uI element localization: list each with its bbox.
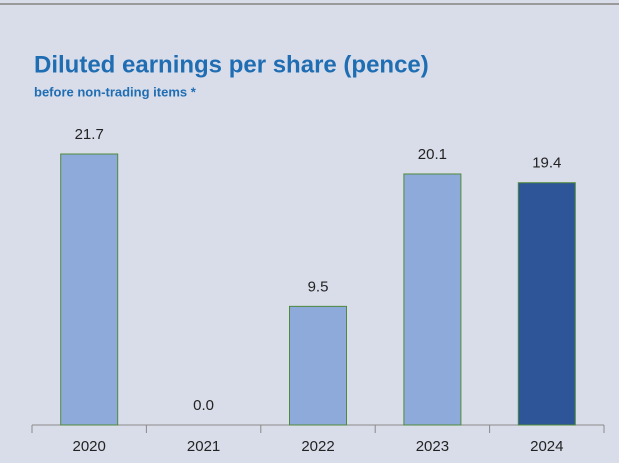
bar: [403, 173, 462, 426]
data-label: 21.7: [75, 126, 104, 143]
x-tick-label: 2024: [530, 438, 563, 455]
bar: [289, 305, 347, 426]
data-label: 0.0: [193, 397, 214, 414]
data-label: 20.1: [418, 146, 447, 163]
chart-subtitle: before non-trading items *: [34, 84, 197, 99]
data-label: 19.4: [532, 155, 561, 172]
bar: [60, 153, 119, 426]
bar: [517, 182, 576, 426]
x-tick-label: 2022: [301, 438, 334, 455]
x-tick-label: 2020: [73, 438, 106, 455]
chart-title: Diluted earnings per share (pence): [34, 51, 429, 78]
data-label: 9.5: [308, 278, 329, 295]
x-tick-label: 2021: [187, 438, 220, 455]
x-tick-label: 2023: [416, 438, 449, 455]
